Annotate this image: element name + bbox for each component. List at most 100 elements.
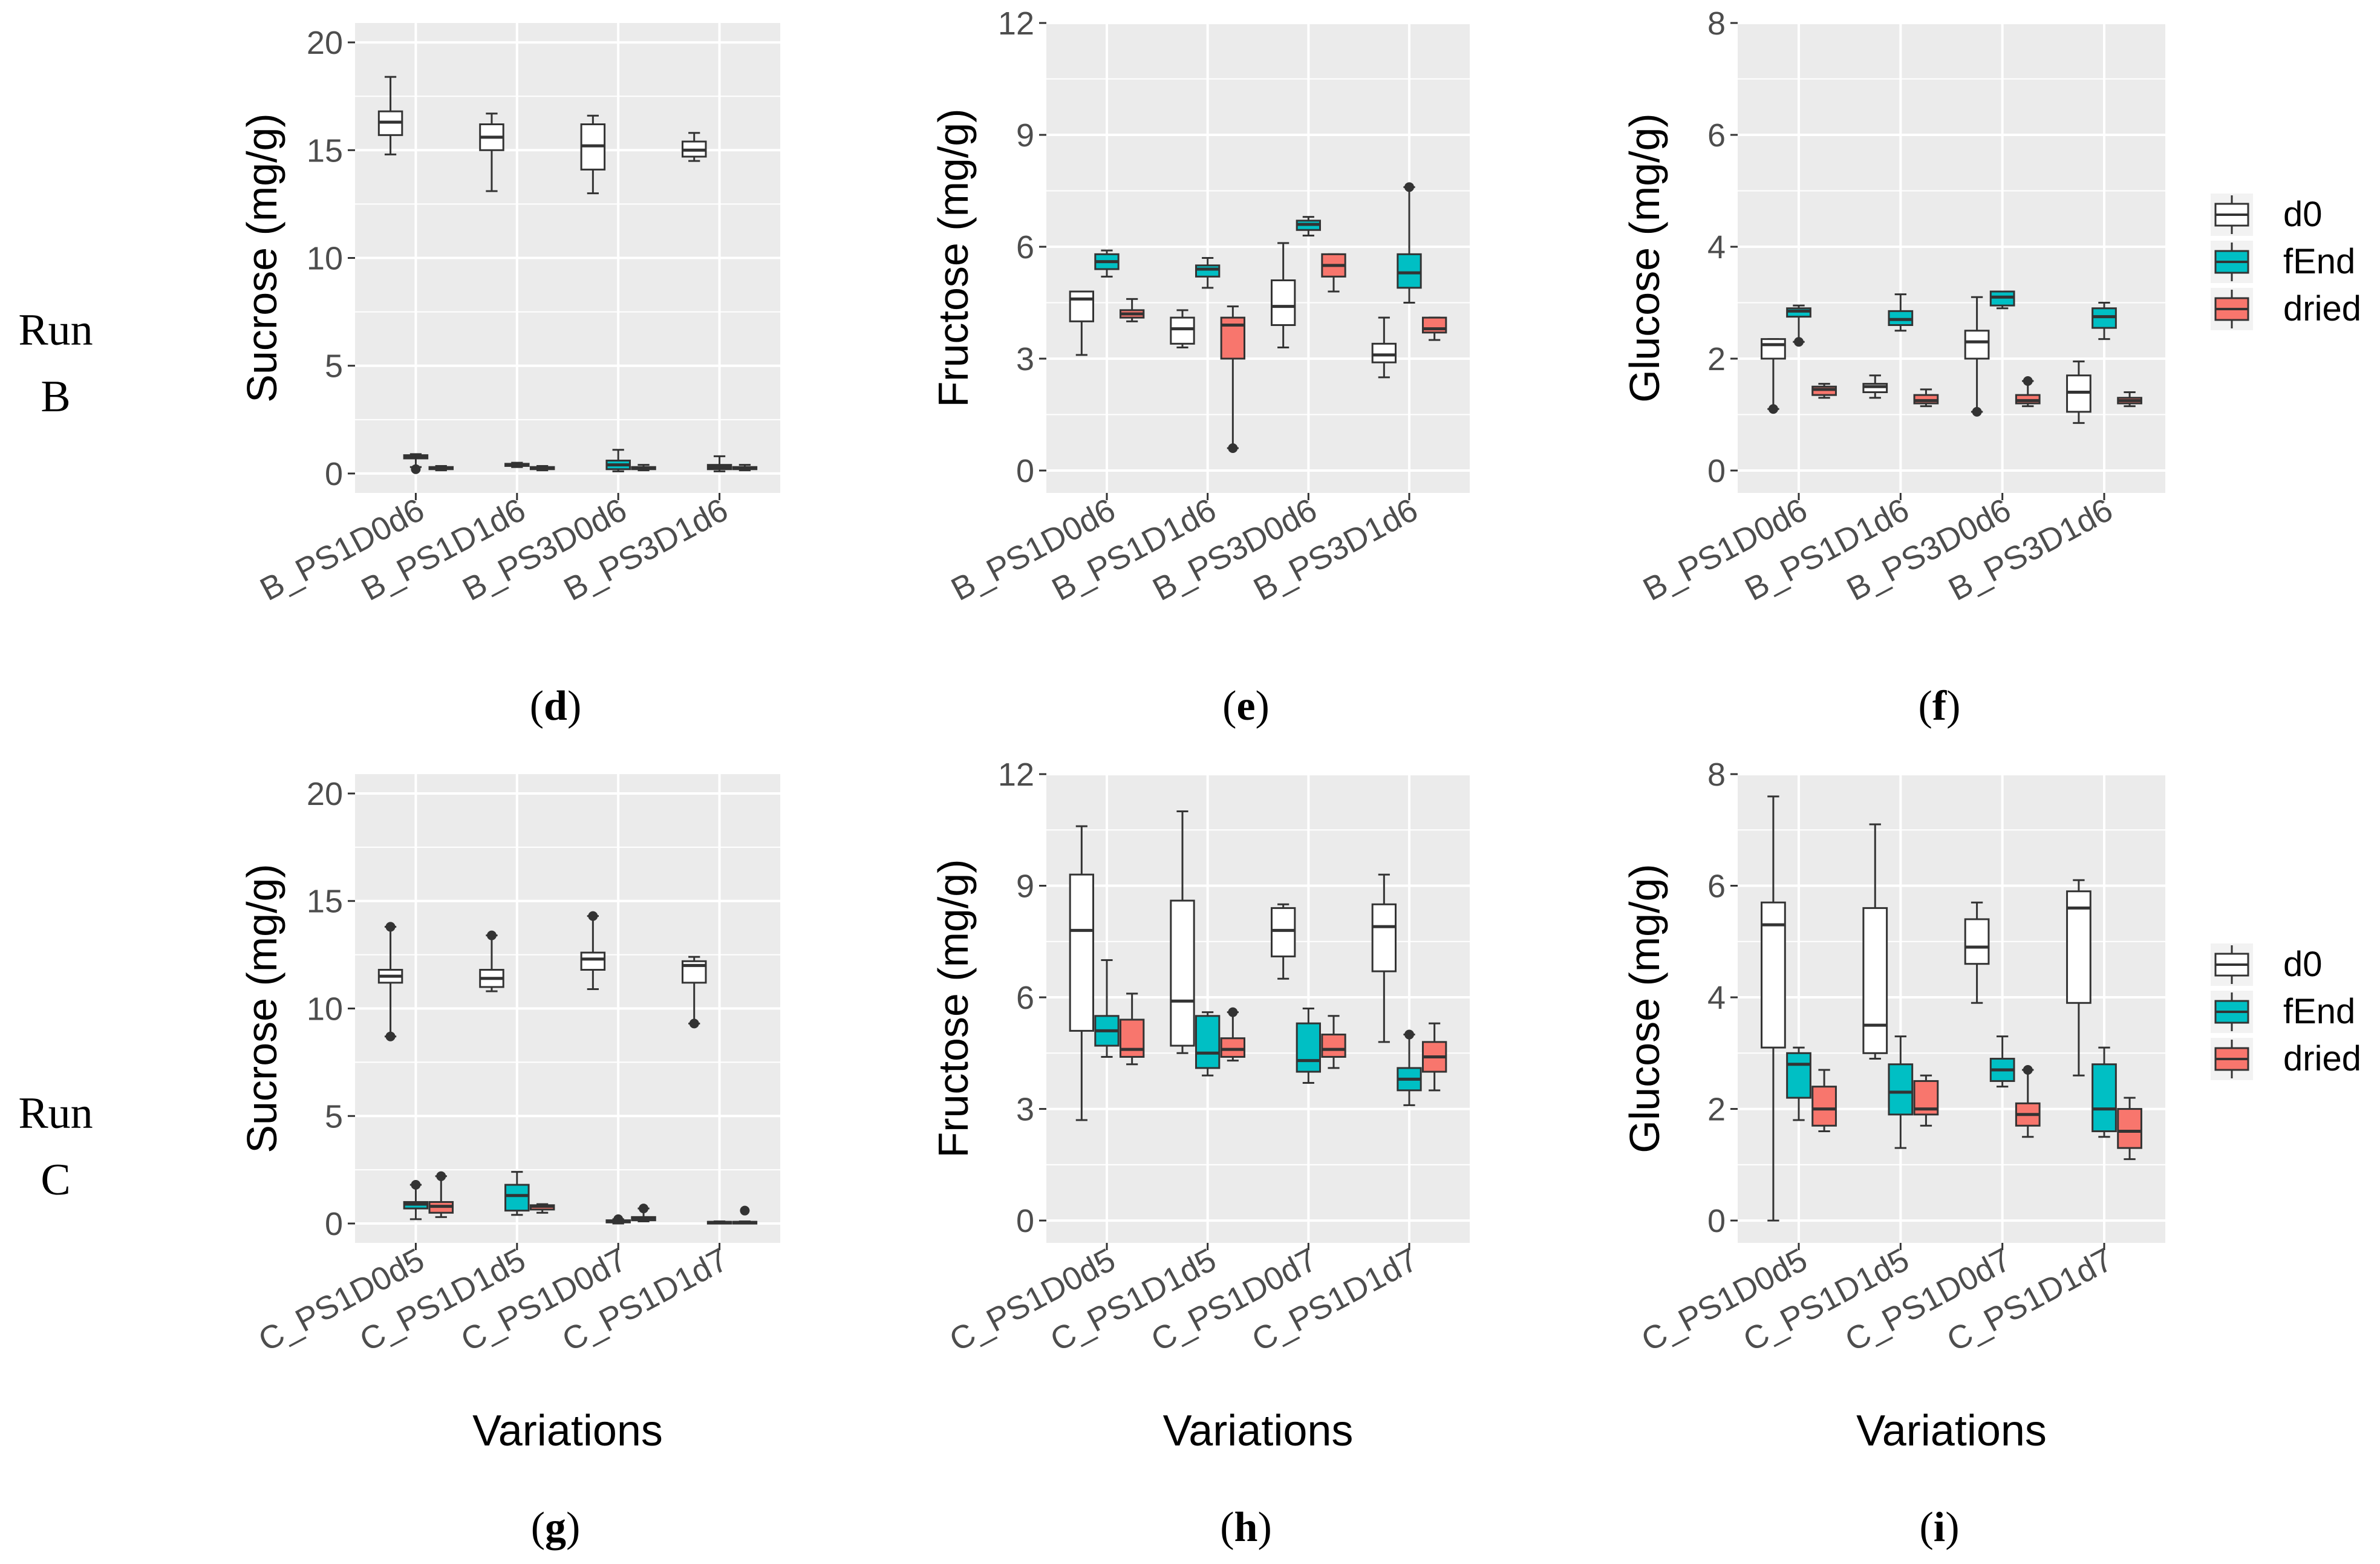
box-fend-b-ps3d1d6: [706, 455, 732, 472]
box-d0-b-ps3d0d6: [1271, 242, 1296, 348]
y-tick-label: 3: [1016, 341, 1034, 377]
y-tick-label: 12: [998, 757, 1034, 793]
y-tick-label: 20: [307, 25, 343, 61]
box-d0-b-ps1d1d6: [1862, 374, 1888, 399]
panel-label-open: (: [1222, 683, 1236, 729]
y-tick-label: 15: [307, 132, 343, 169]
y-tick-label: 0: [1016, 453, 1034, 489]
panel-label-letter: d: [544, 683, 567, 729]
box-iqr: [1170, 316, 1195, 345]
box-fend-c-ps1d0d7: [605, 1214, 631, 1225]
y-tick-label: 9: [1016, 117, 1034, 154]
outlier-point: [1972, 406, 1982, 417]
outlier-point: [2023, 1064, 2033, 1075]
box-dried-c-ps1d0d5: [1120, 992, 1145, 1066]
box-d0-c-ps1d0d7: [580, 911, 606, 991]
box-iqr: [1964, 918, 1990, 965]
panel-label-open: (: [530, 683, 544, 729]
box-d0-c-ps1d1d5: [1862, 823, 1888, 1060]
outlier-point: [1768, 404, 1778, 414]
legend-label-dried: dried: [2283, 289, 2361, 328]
box-d0-b-ps1d0d6: [1069, 290, 1094, 356]
panel-label-letter: e: [1236, 683, 1255, 729]
box-dried-c-ps1d1d7: [1422, 1022, 1447, 1092]
box-dried-c-ps1d0d7: [2015, 1064, 2041, 1138]
box-dried-b-ps1d0d6: [1120, 298, 1145, 322]
y-axis-title: Glucose (mg/g): [1621, 113, 1668, 402]
y-tick-label: 3: [1016, 1092, 1034, 1128]
box-d0-b-ps3d1d6: [1371, 316, 1397, 379]
panel-label-letter: i: [1934, 1504, 1945, 1551]
box-dried-c-ps1d1d7: [732, 1205, 758, 1225]
panel-label-close: ): [1946, 683, 1960, 729]
box-fend-c-ps1d0d5: [1786, 1046, 1811, 1121]
y-axis-title: Fructose (mg/g): [930, 109, 977, 408]
panel-label-e: (e): [1222, 683, 1270, 729]
y-tick-label: 2: [1707, 1092, 1726, 1128]
box-dried-b-ps3d0d6: [2015, 376, 2041, 408]
outlier-point: [1404, 1029, 1414, 1040]
box-d0-c-ps1d0d5: [1761, 795, 1786, 1222]
box-d0-b-ps1d0d6: [1761, 338, 1786, 414]
box-fend-c-ps1d0d7: [1989, 1035, 2015, 1088]
row-label-b-letter: B: [41, 372, 70, 422]
outlier-point: [639, 1204, 649, 1214]
y-axis-title: Fructose (mg/g): [930, 859, 977, 1158]
y-tick-label: 9: [1016, 868, 1034, 905]
box-fend-b-ps3d1d6: [1397, 182, 1422, 304]
panel-label-letter: f: [1932, 683, 1947, 729]
plot-background: [1738, 23, 2165, 493]
box-fend-b-ps1d1d6: [504, 461, 530, 468]
box-iqr: [2066, 890, 2091, 1004]
box-iqr: [1371, 342, 1397, 363]
panel-label-close: ): [1257, 1504, 1271, 1551]
box-iqr: [1296, 1022, 1322, 1073]
box-iqr: [1170, 899, 1195, 1047]
box-dried-c-ps1d0d5: [428, 1171, 454, 1218]
box-dried-c-ps1d0d7: [631, 1204, 656, 1222]
box-fend-b-ps1d0d6: [1786, 304, 1811, 347]
box-dried-b-ps1d0d6: [428, 464, 454, 472]
box-d0-c-ps1d0d7: [1271, 903, 1296, 980]
outlier-point: [1228, 1007, 1238, 1017]
box-fend-c-ps1d0d7: [1296, 1008, 1322, 1084]
box-iqr: [1220, 1037, 1245, 1058]
outlier-point: [486, 930, 497, 940]
row-label-c-run: Run: [18, 1089, 93, 1138]
y-tick-label: 10: [307, 991, 343, 1028]
outlier-point: [411, 1180, 421, 1190]
box-fend-c-ps1d1d7: [1397, 1029, 1422, 1106]
box-d0-c-ps1d1d7: [1371, 873, 1397, 1043]
plot-background: [1046, 774, 1470, 1243]
box-fend-b-ps1d1d6: [1195, 257, 1221, 289]
box-iqr: [504, 1184, 530, 1212]
y-axis-title: Glucose (mg/g): [1621, 864, 1668, 1153]
box-iqr: [1862, 907, 1888, 1054]
y-tick-label: 5: [325, 348, 343, 385]
box-d0-c-ps1d1d5: [479, 930, 504, 992]
box-fend-c-ps1d0d5: [1094, 959, 1120, 1058]
y-tick-label: 0: [325, 1206, 343, 1242]
box-fend-c-ps1d1d5: [1195, 1011, 1221, 1077]
box-dried-b-ps3d1d6: [2117, 391, 2142, 408]
box-fend-b-ps1d0d6: [403, 453, 429, 474]
y-axis-title: Sucrose (mg/g): [238, 864, 285, 1153]
y-tick-label: 15: [307, 884, 343, 920]
box-iqr: [1271, 907, 1296, 957]
panel-label-open: (: [1919, 683, 1932, 729]
box-dried-c-ps1d0d5: [1811, 1069, 1837, 1132]
box-fend-c-ps1d1d7: [2091, 1046, 2117, 1138]
y-tick-label: 0: [1016, 1203, 1034, 1239]
box-d0-b-ps1d1d6: [479, 112, 504, 192]
panel-label-letter: h: [1234, 1504, 1258, 1551]
outlier-point: [1794, 337, 1804, 347]
panel-label-i: (i): [1919, 1504, 1959, 1551]
box-fend-c-ps1d0d5: [403, 1180, 429, 1220]
box-d0-b-ps3d1d6: [2066, 360, 2091, 424]
box-iqr: [1371, 903, 1397, 973]
box-iqr: [1271, 279, 1296, 326]
box-fend-b-ps1d0d6: [1094, 249, 1120, 278]
